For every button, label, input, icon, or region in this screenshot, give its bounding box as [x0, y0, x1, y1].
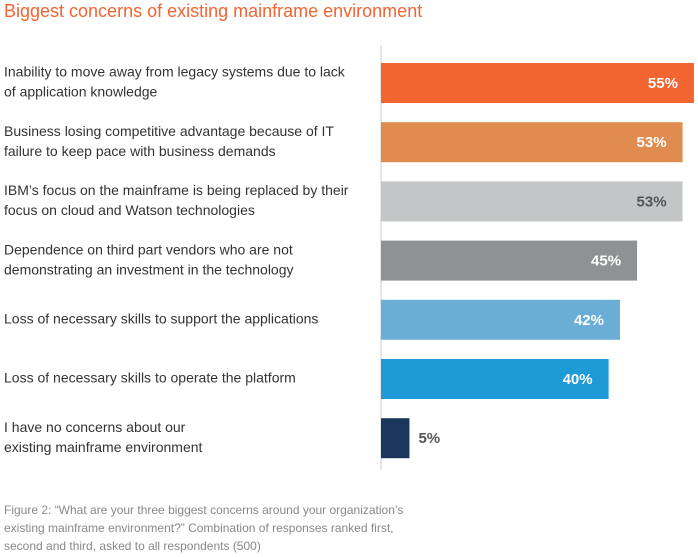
- footnote: existing mainframe environment?” Combina…: [4, 521, 394, 535]
- category-label: focus on cloud and Watson technologies: [4, 202, 255, 218]
- category-label: of application knowledge: [4, 84, 158, 100]
- category-label: I have no concerns about our: [4, 419, 186, 435]
- bar: [381, 122, 683, 163]
- value-label: 42%: [574, 312, 604, 329]
- category-label: Loss of necessary skills to support the …: [4, 311, 318, 327]
- category-label: demonstrating an investment in the techn…: [4, 261, 294, 277]
- bar: [381, 240, 638, 281]
- bar: [381, 299, 620, 340]
- bar: [381, 181, 683, 222]
- value-label: 40%: [563, 371, 593, 388]
- value-label: 5%: [418, 430, 440, 447]
- category-label: Business losing competitive advantage be…: [4, 123, 334, 139]
- category-label: Inability to move away from legacy syste…: [4, 64, 346, 80]
- value-label: 55%: [648, 75, 678, 92]
- category-label: failure to keep pace with business deman…: [4, 143, 276, 159]
- category-label: IBM’s focus on the mainframe is being re…: [4, 182, 349, 198]
- value-label: 53%: [637, 193, 667, 210]
- footnote: second and third, asked to all responden…: [4, 539, 261, 553]
- value-label: 45%: [591, 253, 621, 270]
- value-label: 53%: [637, 134, 667, 151]
- footnote: Figure 2: “What are your three biggest c…: [4, 503, 403, 517]
- bar: [381, 359, 609, 399]
- chart-title: Biggest concerns of existing mainframe e…: [4, 1, 422, 21]
- category-label: Dependence on third part vendors who are…: [4, 241, 293, 257]
- category-label: existing mainframe environment: [4, 439, 203, 455]
- bar: [381, 63, 694, 103]
- bar: [381, 418, 410, 459]
- category-label: Loss of necessary skills to operate the …: [4, 370, 296, 386]
